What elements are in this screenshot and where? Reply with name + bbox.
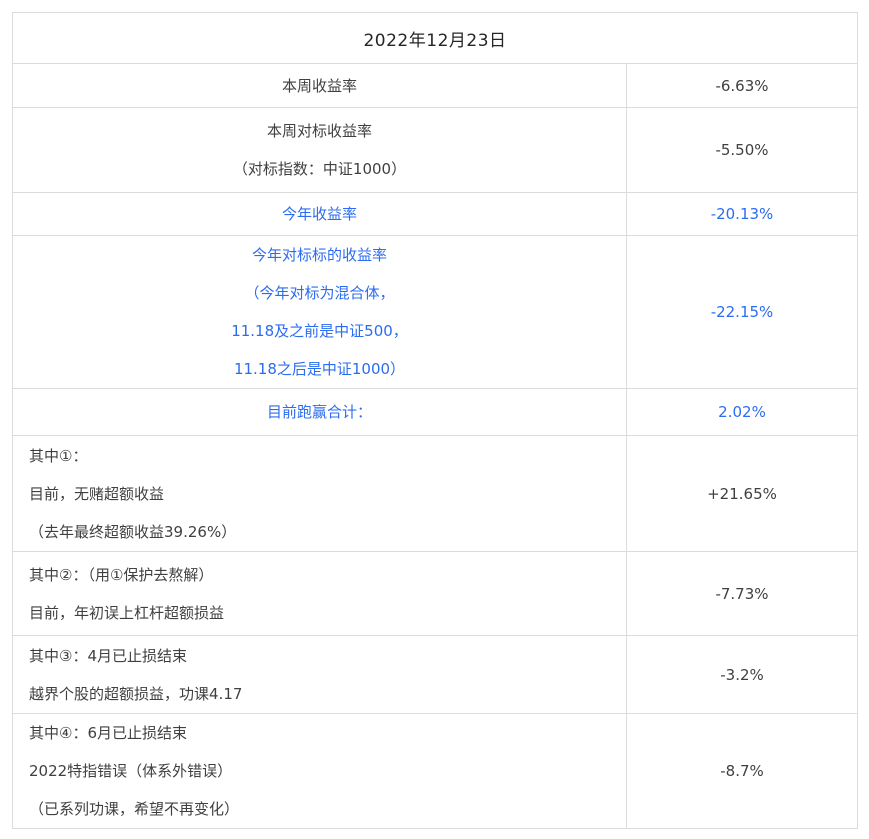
table-row-ytd-return: 今年收益率 -20.13% <box>12 192 858 236</box>
table-row-week-benchmark-return: 本周对标收益率 （对标指数：中证1000） -5.50% <box>12 107 858 193</box>
row-value-cell: +21.65% <box>626 435 858 552</box>
returns-report-table: 2022年12月23日 本周收益率 -6.63% 本周对标收益率 （对标指数：中… <box>12 12 858 829</box>
row-label-line: 本周收益率 <box>281 76 357 95</box>
row-label-line: 2022特指错误（体系外错误） <box>29 762 233 780</box>
row-value-cell: -7.73% <box>626 551 858 636</box>
row-label-line: 今年收益率 <box>281 205 357 223</box>
table-header-row: 2022年12月23日 <box>12 12 858 64</box>
row-label-line: 其中④：6月已止损结束 <box>29 724 187 742</box>
table-row-item3: 其中③：4月已止损结束 越界个股的超额损益，功课4.17 -3.2% <box>12 635 858 714</box>
row-label-cell: 本周收益率 <box>12 63 627 108</box>
row-label-line: 11.18及之前是中证500， <box>231 322 408 340</box>
table-row-outperformance-total: 目前跑赢合计： 2.02% <box>12 388 858 436</box>
row-label-cell: 目前跑赢合计： <box>12 388 627 436</box>
row-value-cell: -6.63% <box>626 63 858 108</box>
row-label-line: 其中②：（用①保护去熬解） <box>29 565 214 584</box>
row-label-cell: 今年收益率 <box>12 192 627 236</box>
row-value: -8.7% <box>720 762 764 780</box>
row-value: -7.73% <box>715 584 769 603</box>
report-date-title: 2022年12月23日 <box>12 12 858 64</box>
row-value: -3.2% <box>720 665 764 684</box>
row-label-line: （今年对标为混合体， <box>244 284 395 302</box>
row-label-line: （去年最终超额收益39.26%） <box>29 522 237 541</box>
row-value: -22.15% <box>710 303 774 321</box>
table-row-item2: 其中②：（用①保护去熬解） 目前，年初误上杠杆超额损益 -7.73% <box>12 551 858 636</box>
row-value-cell: 2.02% <box>626 388 858 436</box>
table-row-item4: 其中④：6月已止损结束 2022特指错误（体系外错误） （已系列功课，希望不再变… <box>12 713 858 829</box>
row-value: -6.63% <box>715 76 769 95</box>
row-value-cell: -22.15% <box>626 235 858 389</box>
row-value: +21.65% <box>707 484 777 503</box>
row-label-cell: 其中④：6月已止损结束 2022特指错误（体系外错误） （已系列功课，希望不再变… <box>12 713 627 829</box>
row-label-cell: 其中②：（用①保护去熬解） 目前，年初误上杠杆超额损益 <box>12 551 627 636</box>
table-row-week-return: 本周收益率 -6.63% <box>12 63 858 108</box>
row-label-cell: 其中①： 目前，无赌超额收益 （去年最终超额收益39.26%） <box>12 435 627 552</box>
row-value: -5.50% <box>715 141 769 159</box>
row-value-cell: -5.50% <box>626 107 858 193</box>
row-label-cell: 其中③：4月已止损结束 越界个股的超额损益，功课4.17 <box>12 635 627 714</box>
returns-report-table-container: 2022年12月23日 本周收益率 -6.63% 本周对标收益率 （对标指数：中… <box>12 12 858 829</box>
row-label-line: 今年对标标的收益率 <box>251 246 387 264</box>
row-label-line: （对标指数：中证1000） <box>232 160 407 178</box>
row-label-line: 目前跑赢合计： <box>266 403 372 421</box>
table-row-ytd-benchmark-return: 今年对标标的收益率 （今年对标为混合体， 11.18及之前是中证500， 11.… <box>12 235 858 389</box>
row-label-line: 其中①： <box>29 446 88 465</box>
row-label-line: （已系列功课，希望不再变化） <box>29 800 240 818</box>
row-label-line: 目前，年初误上杠杆超额损益 <box>29 603 225 622</box>
row-label-line: 目前，无赌超额收益 <box>29 484 165 503</box>
row-value: -20.13% <box>710 205 774 223</box>
row-label-cell: 今年对标标的收益率 （今年对标为混合体， 11.18及之前是中证500， 11.… <box>12 235 627 389</box>
row-label-line: 11.18之后是中证1000） <box>233 360 406 378</box>
row-label-line: 本周对标收益率 <box>266 122 372 140</box>
row-label-line: 越界个股的超额损益，功课4.17 <box>29 684 243 703</box>
row-label-cell: 本周对标收益率 （对标指数：中证1000） <box>12 107 627 193</box>
row-value-cell: -8.7% <box>626 713 858 829</box>
row-value-cell: -20.13% <box>626 192 858 236</box>
row-value-cell: -3.2% <box>626 635 858 714</box>
row-value: 2.02% <box>718 403 766 421</box>
row-label-line: 其中③：4月已止损结束 <box>29 646 187 665</box>
table-row-item1: 其中①： 目前，无赌超额收益 （去年最终超额收益39.26%） +21.65% <box>12 435 858 552</box>
